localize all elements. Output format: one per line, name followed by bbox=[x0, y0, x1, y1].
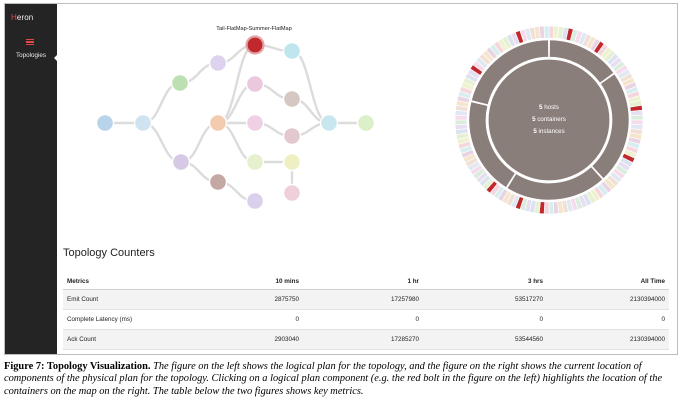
host-circle[interactable] bbox=[487, 58, 611, 182]
containers-stat: 5 containers bbox=[532, 116, 566, 123]
component-node[interactable] bbox=[171, 152, 191, 172]
metric-name: Emit Count bbox=[63, 289, 183, 310]
component-node[interactable] bbox=[208, 53, 228, 73]
component-node[interactable] bbox=[282, 152, 302, 172]
component-node[interactable] bbox=[170, 73, 190, 93]
active-indicator-arrow bbox=[54, 54, 58, 62]
metric-value: 2130394000 bbox=[547, 329, 669, 350]
container-segment[interactable] bbox=[471, 39, 549, 106]
column-header-metrics[interactable]: Metrics bbox=[63, 274, 183, 290]
instance-ring bbox=[454, 25, 644, 215]
caption-text: The figure on the left shows the logical… bbox=[4, 361, 663, 397]
column-header-all-time[interactable]: All Time bbox=[547, 274, 669, 290]
table-header-row: Metrics 10 mins 1 hr 3 hrs All Time bbox=[63, 274, 669, 290]
metric-name: Complete Latency (ms) bbox=[63, 309, 183, 330]
metric-value: 17285270 bbox=[303, 329, 423, 350]
component-node[interactable] bbox=[245, 152, 265, 172]
menu-icon bbox=[26, 39, 34, 46]
hosts-stat: 5 hosts bbox=[539, 104, 559, 111]
heron-ui-window: Heron Topologies Tail-FlatMap-Summer-Fla… bbox=[4, 3, 678, 355]
container-ring bbox=[468, 39, 630, 201]
component-node[interactable] bbox=[282, 41, 302, 61]
brand-logo: Heron bbox=[11, 13, 34, 22]
selected-component-label: Tail-FlatMap-Summer-FlatMap bbox=[216, 26, 292, 32]
metric-value: 0 bbox=[303, 309, 423, 330]
component-node[interactable] bbox=[319, 113, 339, 133]
table-row: Emit Count 2875750 17257980 53517270 213… bbox=[63, 289, 669, 310]
component-node[interactable] bbox=[282, 89, 302, 109]
physical-plan-map: 5 hosts 5 containers 5 instances bbox=[454, 25, 644, 215]
metric-value: 0 bbox=[183, 309, 303, 330]
table-row: Ack Count 2903040 17285270 53544560 2130… bbox=[63, 329, 669, 350]
component-node[interactable] bbox=[133, 113, 153, 133]
figure-caption: Figure 7: Topology Visualization. The fi… bbox=[4, 361, 679, 398]
component-node[interactable] bbox=[245, 191, 265, 211]
column-header-3-hrs[interactable]: 3 hrs bbox=[423, 274, 547, 290]
sidebar: Heron Topologies bbox=[5, 4, 58, 354]
metric-value: 17257980 bbox=[303, 289, 423, 310]
caption-label: Figure 7: Topology Visualization. bbox=[4, 361, 151, 372]
host-disc bbox=[487, 58, 611, 182]
column-header-10-mins[interactable]: 10 mins bbox=[183, 274, 303, 290]
topology-counters-title: Topology Counters bbox=[63, 247, 155, 259]
metric-value: 0 bbox=[423, 309, 547, 330]
sidebar-item-label: Topologies bbox=[15, 52, 47, 59]
metric-value: 0 bbox=[547, 309, 669, 330]
instance-segment[interactable] bbox=[548, 201, 555, 215]
component-node[interactable] bbox=[95, 113, 115, 133]
container-segment[interactable] bbox=[591, 73, 630, 179]
component-node[interactable] bbox=[282, 126, 302, 146]
instances-stat: 5 instances bbox=[533, 128, 564, 135]
container-segment[interactable] bbox=[468, 101, 516, 188]
metric-value: 2130394000 bbox=[547, 289, 669, 310]
instance-segment[interactable] bbox=[630, 114, 644, 121]
instance-segment[interactable] bbox=[454, 119, 468, 126]
instance-segment[interactable] bbox=[543, 25, 550, 39]
component-node[interactable] bbox=[356, 113, 376, 133]
metric-name: Ack Count bbox=[63, 329, 183, 350]
component-node[interactable] bbox=[282, 183, 302, 203]
counters-table: Metrics 10 mins 1 hr 3 hrs All Time Emit… bbox=[63, 274, 669, 350]
sidebar-item-topologies[interactable]: Topologies bbox=[5, 37, 58, 65]
component-node[interactable] bbox=[208, 172, 228, 192]
selected-bolt-node[interactable] bbox=[245, 35, 265, 55]
component-node[interactable] bbox=[245, 113, 265, 133]
table-row: Complete Latency (ms) 0 0 0 0 bbox=[63, 309, 669, 330]
metric-value: 53544560 bbox=[423, 329, 547, 350]
metric-value: 53517270 bbox=[423, 289, 547, 310]
container-segment[interactable] bbox=[506, 166, 603, 201]
column-header-1-hr[interactable]: 1 hr bbox=[303, 274, 423, 290]
logical-plan-graph: Tail-FlatMap-Summer-FlatMap bbox=[95, 26, 376, 211]
component-node[interactable] bbox=[245, 74, 265, 94]
metric-value: 2903040 bbox=[183, 329, 303, 350]
metric-value: 2875750 bbox=[183, 289, 303, 310]
component-node[interactable] bbox=[208, 113, 228, 133]
container-segment[interactable] bbox=[549, 39, 615, 84]
